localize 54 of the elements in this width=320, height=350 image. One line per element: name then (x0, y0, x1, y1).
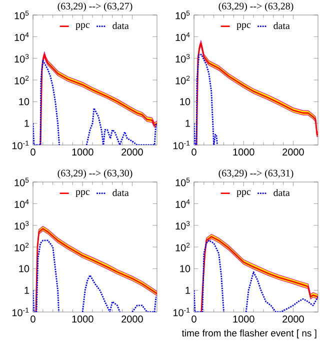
y-tick-label: 10$^{3}$ (14, 221, 29, 230)
y-tick-label: 1 (186, 286, 190, 294)
y-tick-label: 10$^{2}$ (176, 242, 190, 252)
y-tick-label: 10$^{-1}$ (12, 140, 29, 150)
y-tick-label: 10$^{2}$ (14, 242, 29, 252)
y-tick-label: 10$^{5}$ (14, 178, 29, 186)
x-tick-label: 1000 (72, 316, 94, 323)
chart-title: (63,29) --> (63,31) (218, 169, 294, 179)
chart-title: (63,29) --> (63,27) (58, 2, 132, 12)
y-tick-label: 10$^{5}$ (14, 10, 29, 20)
y-tick-label: 10$^{2}$ (14, 76, 29, 84)
y-tick-label: 10$^{4}$ (176, 32, 190, 41)
y-tick-label: 1 (24, 286, 29, 294)
legend-label: data (112, 189, 129, 196)
x-tick-label: 2000 (122, 316, 143, 323)
y-tick-label: 10 (19, 98, 30, 106)
y-tick-label: 10$^{-1}$ (173, 140, 190, 150)
y-tick-label: 10$^{4}$ (176, 199, 190, 208)
y-tick-label: 10$^{3}$ (176, 54, 190, 63)
legend-label: data (274, 189, 290, 196)
y-tick-label: 1 (24, 120, 29, 127)
x-tick-label: 2000 (282, 316, 304, 323)
y-tick-label: 10$^{4}$ (14, 32, 29, 41)
x-tick-label: 2000 (122, 148, 143, 156)
y-tick-label: 10$^{5}$ (176, 10, 190, 20)
x-axis-title: time from the flasher event [ ns ] (182, 330, 316, 338)
y-tick-label: 10$^{2}$ (176, 76, 190, 84)
y-tick-label: 10$^{4}$ (14, 199, 29, 208)
x-tick-label: 1000 (72, 148, 94, 156)
y-tick-label: 10$^{3}$ (14, 54, 29, 63)
legend-label: ppc (76, 23, 90, 30)
legend-label: ppc (236, 23, 251, 30)
y-tick-label: 10$^{3}$ (176, 221, 190, 230)
x-tick-label: 0 (192, 316, 196, 323)
x-tick-label: 1000 (233, 316, 254, 323)
y-tick-label: 10 (19, 265, 30, 272)
x-tick-label: 0 (30, 316, 36, 323)
x-tick-label: 1000 (233, 148, 254, 156)
y-tick-label: 1 (186, 120, 190, 127)
legend-label: data (112, 22, 129, 30)
line-series (194, 54, 218, 145)
legend-label: data (274, 22, 290, 30)
y-tick-label: 10 (180, 265, 190, 272)
x-tick-label: 0 (30, 148, 36, 156)
chart-title: (63,29) --> (63,28) (218, 2, 294, 12)
y-tick-label: 10$^{-1}$ (173, 308, 190, 316)
y-tick-label: 10 (180, 98, 190, 106)
legend-label: ppc (76, 190, 90, 198)
legend-label: ppc (236, 190, 251, 198)
y-tick-label: 10$^{5}$ (176, 178, 190, 186)
y-tick-label: 10$^{-1}$ (12, 308, 29, 316)
x-tick-label: 2000 (282, 148, 304, 156)
x-tick-label: 0 (192, 148, 196, 156)
chart-title: (63,29) --> (63,30) (58, 169, 132, 179)
